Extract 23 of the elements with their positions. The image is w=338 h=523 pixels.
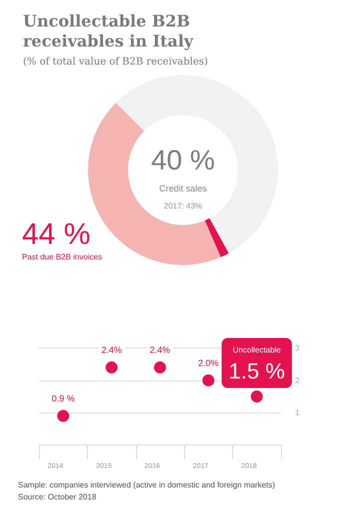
text: 40 % <box>151 144 215 176</box>
text: Sample: companies interviewed (active in domestic and foreign markets) <box>18 480 276 490</box>
chart-subtitle: (% of total value of B2B receivables) <box>23 56 208 68</box>
text: 2017: 43% <box>164 202 202 210</box>
point <box>250 390 263 402</box>
data-label: 2.4% <box>101 344 122 355</box>
data-label: 1.5 % <box>228 358 285 384</box>
annotation: Uncollectable <box>232 346 282 354</box>
point <box>106 361 118 374</box>
y-tick-label: 2 <box>295 376 300 385</box>
data-label: 2.4% <box>150 344 170 355</box>
point <box>57 410 70 422</box>
data-label: 0.9 % <box>52 393 75 404</box>
text: Credit sales <box>159 184 208 194</box>
slice-label: Past due B2B invoices <box>22 252 102 262</box>
data-label: 2.0% <box>198 358 219 368</box>
chart-title: Uncollectable B2B receivables in Italy <box>23 12 196 50</box>
point <box>202 374 214 386</box>
y-tick-label: 1 <box>295 408 300 418</box>
y-tick-label: 3 <box>295 344 300 352</box>
data-label: 44 % <box>22 218 90 251</box>
source-note: Source: October 2018 <box>18 492 97 502</box>
point <box>154 361 166 374</box>
